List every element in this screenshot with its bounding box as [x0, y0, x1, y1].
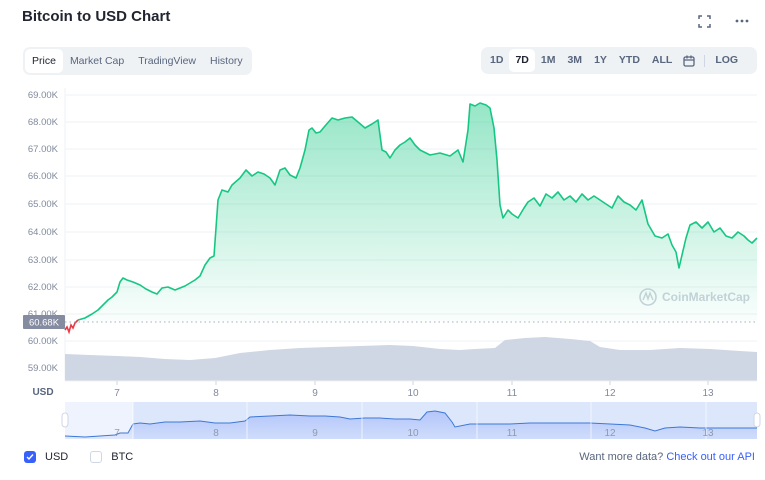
tab-history[interactable]: History: [210, 55, 243, 67]
svg-text:8: 8: [213, 388, 219, 399]
range-3m[interactable]: 3M: [567, 54, 583, 66]
range-ytd[interactable]: YTD: [618, 54, 640, 66]
navigator-area: [65, 411, 757, 439]
y-tick: 59.00K: [28, 363, 59, 374]
price-line: [77, 102, 758, 321]
range-7d[interactable]: 7D: [509, 49, 535, 72]
currency-legend: USD BTC: [24, 451, 155, 463]
range-1d[interactable]: 1D: [490, 54, 504, 66]
price-area: [78, 103, 757, 322]
x-axis-ticks: [116, 381, 709, 385]
page-title: Bitcoin to USD Chart: [22, 8, 171, 25]
api-prompt: Want more data?: [579, 451, 664, 463]
svg-text:10: 10: [407, 428, 419, 439]
log-scale-toggle[interactable]: LOG: [715, 54, 739, 66]
svg-text:9: 9: [312, 428, 318, 439]
usd-label: USD: [45, 451, 69, 463]
svg-text:13: 13: [702, 388, 714, 399]
svg-text:7: 7: [114, 388, 120, 399]
y-axis-labels: 69.00K 68.00K 67.00K 66.00K 65.00K 64.00…: [28, 90, 59, 374]
y-tick: 66.00K: [28, 171, 59, 182]
range-1m[interactable]: 1M: [540, 54, 556, 66]
y-tick: 67.00K: [28, 144, 59, 155]
navigator-line: [64, 410, 757, 438]
range-1y[interactable]: 1Y: [594, 54, 607, 66]
y-tick: 68.00K: [28, 117, 59, 128]
svg-text:7: 7: [114, 428, 120, 439]
more-icon[interactable]: [733, 12, 751, 30]
navigator-handle-left[interactable]: [61, 412, 69, 428]
tab-market-cap[interactable]: Market Cap: [69, 55, 125, 67]
tab-tradingview[interactable]: TradingView: [138, 55, 196, 67]
svg-text:60.68K: 60.68K: [29, 318, 60, 329]
y-tick: 69.00K: [28, 90, 59, 101]
usd-checkbox[interactable]: [24, 451, 36, 463]
current-price-tag: [23, 315, 65, 329]
api-link[interactable]: Check out our API: [666, 451, 755, 463]
time-range-selector: 1D 7D 1M 3M 1Y YTD ALL LOG: [481, 47, 757, 74]
y-tick: 63.00K: [28, 255, 59, 266]
svg-text:11: 11: [507, 428, 518, 439]
svg-text:10: 10: [407, 388, 419, 399]
volume-area: [65, 337, 757, 381]
svg-text:12: 12: [604, 388, 616, 399]
tab-price[interactable]: Price: [25, 49, 63, 73]
divider: [704, 54, 706, 67]
btc-checkbox[interactable]: [90, 451, 103, 463]
fullscreen-icon[interactable]: [695, 12, 713, 30]
api-promo: Want more data? Check out our API: [579, 451, 755, 463]
chart-type-tabs: Price Market Cap TradingView History: [23, 47, 252, 75]
y-tick: 65.00K: [28, 199, 59, 210]
btc-label: BTC: [111, 451, 134, 463]
y-tick: 64.00K: [28, 227, 59, 238]
svg-text:13: 13: [702, 428, 714, 439]
y-tick: 62.00K: [28, 282, 59, 293]
legend-btc[interactable]: BTC: [90, 451, 133, 463]
y-tick: 60.00K: [28, 336, 59, 347]
price-line-down: [64, 319, 79, 335]
x-axis-labels: 7 8 9 10 11 12 13: [114, 388, 714, 399]
svg-text:8: 8: [213, 428, 219, 439]
calendar-icon[interactable]: [678, 49, 700, 72]
legend-usd[interactable]: USD: [24, 451, 68, 463]
y-tick: 61.00K: [28, 309, 59, 320]
svg-text:11: 11: [507, 388, 518, 399]
currency-label: USD: [32, 387, 53, 398]
navigator-handle-right[interactable]: [753, 412, 761, 428]
range-navigator: 7 8 9 10 11 12 13: [61, 402, 761, 439]
range-all[interactable]: ALL: [651, 54, 673, 66]
svg-text:12: 12: [604, 428, 616, 439]
price-chart[interactable]: 69.00K 68.00K 67.00K 66.00K 65.00K 64.00…: [0, 80, 765, 445]
svg-text:9: 9: [312, 388, 318, 399]
